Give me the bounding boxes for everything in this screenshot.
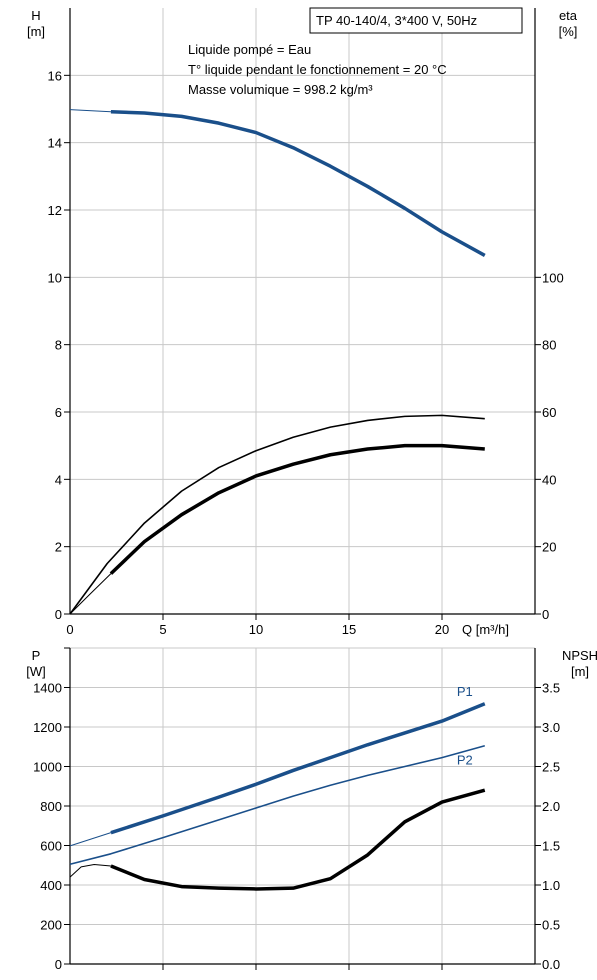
chart-title: TP 40-140/4, 3*400 V, 50Hz — [316, 13, 477, 28]
series-0-extension — [69, 832, 112, 847]
left-tick-label: 0 — [55, 957, 62, 972]
series-1-line — [69, 744, 485, 866]
right-axis-unit: [m] — [571, 664, 589, 679]
right-tick-label: 20 — [542, 540, 556, 555]
right-tick-label: 60 — [542, 405, 556, 420]
right-axis-name: eta — [559, 8, 578, 23]
left-axis-unit: [m] — [27, 24, 45, 39]
left-tick-label: 600 — [40, 839, 62, 854]
left-tick-label: 10 — [48, 270, 62, 285]
left-tick-label: 0 — [55, 607, 62, 622]
x-tick-label: 15 — [342, 622, 356, 637]
series-label-p2: P2 — [457, 753, 473, 768]
annotation-0: Liquide pompé = Eau — [188, 42, 311, 57]
left-tick-label: 8 — [55, 338, 62, 353]
title-box — [309, 7, 523, 34]
right-axis-name: NPSH — [562, 648, 597, 663]
left-axis-unit: [W] — [26, 664, 46, 679]
series-0-line — [110, 109, 486, 257]
series-label-p1: P1 — [457, 684, 473, 699]
series-2-line — [109, 443, 485, 575]
left-tick-label: 14 — [48, 136, 62, 151]
right-tick-label: 100 — [542, 270, 564, 285]
left-tick-label: 200 — [40, 918, 62, 933]
series-0-extension — [69, 109, 111, 113]
series-2-extension — [69, 863, 111, 878]
left-tick-label: 4 — [55, 472, 62, 487]
left-tick-label: 1200 — [33, 720, 62, 735]
right-tick-label: 1.5 — [542, 839, 560, 854]
x-tick-label: 20 — [435, 622, 449, 637]
right-tick-label: 0.0 — [542, 957, 560, 972]
annotation-2: Masse volumique = 998.2 kg/m³ — [188, 82, 373, 97]
left-tick-label: 2 — [55, 540, 62, 555]
left-tick-label: 12 — [48, 203, 62, 218]
left-tick-label: 6 — [55, 405, 62, 420]
series-2-extension — [69, 573, 112, 615]
right-tick-label: 0 — [542, 607, 549, 622]
x-tick-label: 0 — [66, 622, 73, 637]
series-0-line — [110, 702, 486, 835]
left-tick-label: 800 — [40, 799, 62, 814]
right-tick-label: 2.0 — [542, 799, 560, 814]
series-2-line — [110, 788, 486, 891]
right-tick-label: 0.5 — [542, 918, 560, 933]
right-tick-label: 40 — [542, 472, 556, 487]
right-tick-label: 1.0 — [542, 878, 560, 893]
left-tick-label: 400 — [40, 878, 62, 893]
left-axis-name: P — [32, 648, 41, 663]
right-tick-label: 3.0 — [542, 720, 560, 735]
chart-0-group — [64, 7, 541, 620]
x-tick-label: 10 — [249, 622, 263, 637]
right-tick-label: 80 — [542, 338, 556, 353]
annotation-1: T° liquide pendant le fonctionnement = 2… — [188, 62, 447, 77]
left-tick-label: 16 — [48, 68, 62, 83]
x-tick-label: 5 — [159, 622, 166, 637]
x-axis-label: Q [m³/h] — [462, 622, 509, 637]
left-axis-name: H — [31, 8, 40, 23]
series-1-line — [69, 414, 485, 615]
right-tick-label: 2.5 — [542, 760, 560, 775]
chart-1-group — [64, 647, 541, 970]
left-tick-label: 1000 — [33, 760, 62, 775]
right-axis-unit: [%] — [559, 24, 578, 39]
left-tick-label: 1400 — [33, 681, 62, 696]
right-tick-label: 3.5 — [542, 681, 560, 696]
